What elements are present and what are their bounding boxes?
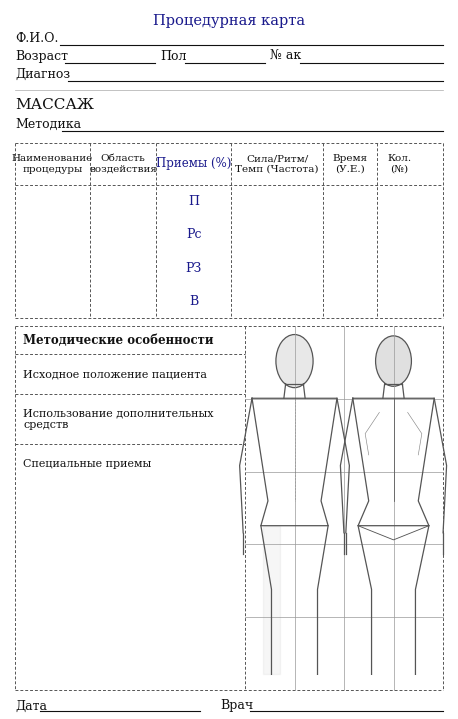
Text: Пол: Пол — [160, 50, 186, 63]
Text: Рс: Рс — [186, 229, 202, 242]
Text: Диагноз: Диагноз — [15, 68, 70, 81]
Text: Специальные приемы: Специальные приемы — [23, 459, 151, 469]
Text: П: П — [188, 195, 199, 208]
Text: Возраст: Возраст — [15, 50, 68, 63]
Text: Наименование
процедуры: Наименование процедуры — [12, 155, 93, 174]
Text: Область
воздействия: Область воздействия — [89, 155, 157, 174]
Text: Ф.И.О.: Ф.И.О. — [15, 32, 58, 45]
Text: Время
(У.Е.): Время (У.Е.) — [333, 155, 367, 174]
Text: Методические особенности: Методические особенности — [23, 334, 213, 347]
Text: МАССАЖ: МАССАЖ — [15, 98, 94, 112]
Text: Использование дополнительных
средств: Использование дополнительных средств — [23, 408, 213, 430]
Text: Сила/Ритм/
Темп (Частота): Сила/Ритм/ Темп (Частота) — [235, 155, 319, 174]
Text: № ак: № ак — [270, 50, 301, 63]
Ellipse shape — [276, 334, 313, 388]
Ellipse shape — [376, 336, 411, 386]
Text: Кол.
(№): Кол. (№) — [387, 155, 411, 174]
Text: РЗ: РЗ — [185, 262, 202, 275]
Text: Исходное положение пациента: Исходное положение пациента — [23, 369, 207, 379]
Text: Врач: Врач — [220, 700, 253, 713]
Text: Приемы (%): Приемы (%) — [156, 157, 231, 170]
Text: Процедурная карта: Процедурная карта — [153, 14, 305, 28]
Text: Дата: Дата — [15, 700, 47, 713]
Text: В: В — [189, 295, 198, 308]
Text: Методика: Методика — [15, 118, 81, 131]
